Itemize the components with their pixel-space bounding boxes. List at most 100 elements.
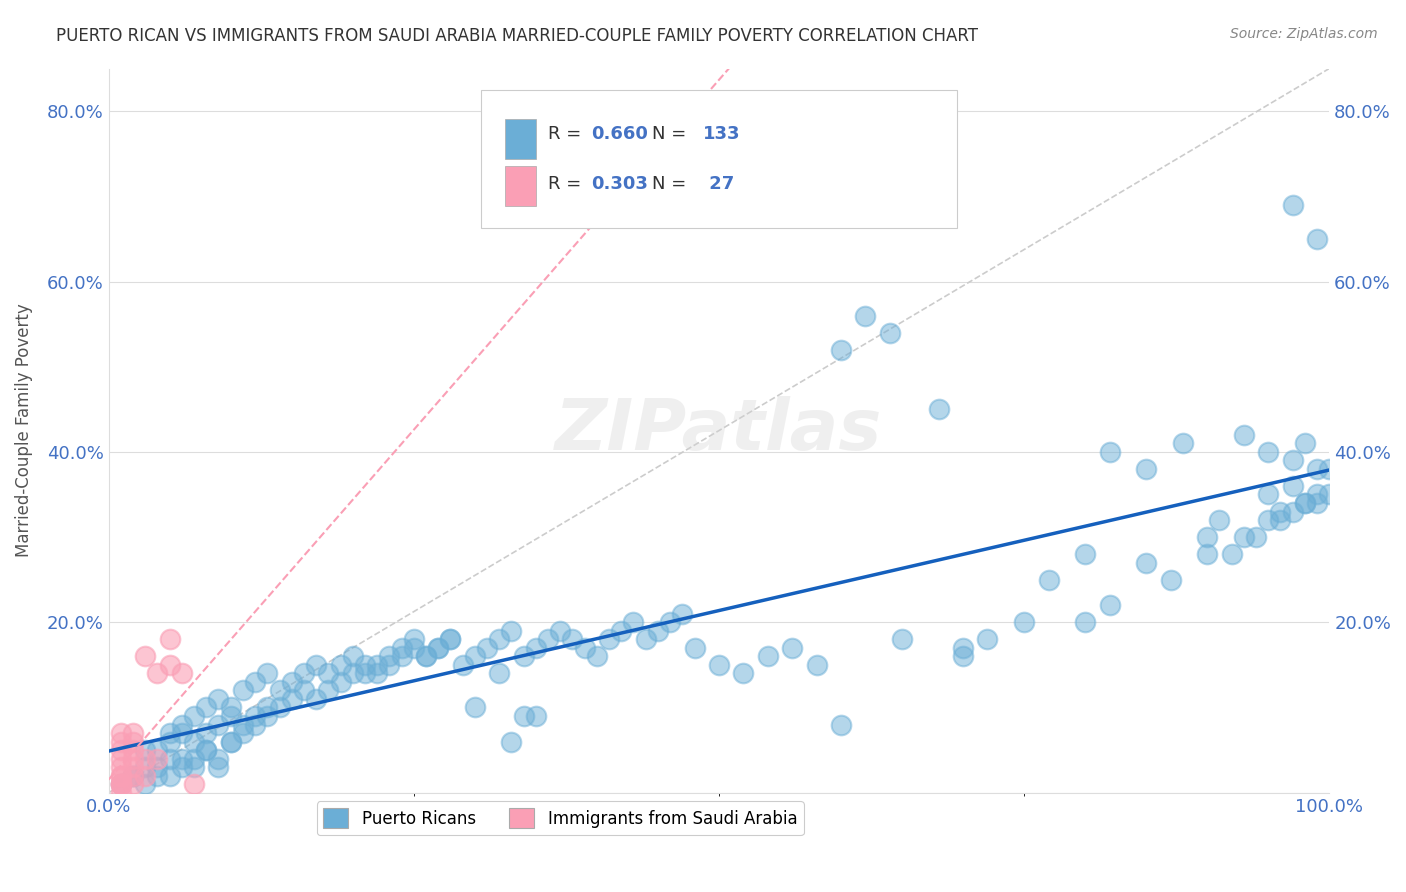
Point bbox=[159, 769, 181, 783]
Point bbox=[159, 632, 181, 647]
Point bbox=[1281, 198, 1303, 212]
Point bbox=[146, 760, 169, 774]
Point bbox=[391, 649, 413, 664]
Point bbox=[1244, 530, 1267, 544]
Point bbox=[110, 769, 132, 783]
Point bbox=[318, 683, 340, 698]
Point bbox=[415, 649, 437, 664]
Point bbox=[122, 769, 145, 783]
Point bbox=[134, 751, 156, 765]
Point bbox=[464, 649, 486, 664]
FancyBboxPatch shape bbox=[481, 90, 957, 227]
Point bbox=[855, 309, 877, 323]
Point bbox=[671, 607, 693, 621]
Point bbox=[733, 666, 755, 681]
Point bbox=[256, 709, 278, 723]
Point bbox=[195, 700, 218, 714]
Point bbox=[122, 726, 145, 740]
Point bbox=[451, 657, 474, 672]
Point bbox=[475, 640, 498, 655]
Point bbox=[219, 734, 242, 748]
Point bbox=[110, 769, 132, 783]
Text: N =: N = bbox=[652, 176, 692, 194]
Point bbox=[1281, 504, 1303, 518]
Point bbox=[391, 640, 413, 655]
Point bbox=[891, 632, 914, 647]
Point bbox=[512, 709, 534, 723]
Point bbox=[292, 666, 315, 681]
Point bbox=[110, 777, 132, 791]
Point bbox=[232, 726, 254, 740]
Point bbox=[634, 632, 657, 647]
Point bbox=[1012, 615, 1035, 630]
Point bbox=[1135, 556, 1157, 570]
Point bbox=[1098, 445, 1121, 459]
Point bbox=[1306, 232, 1329, 246]
Point bbox=[305, 657, 328, 672]
Point bbox=[1317, 487, 1340, 501]
Point bbox=[243, 674, 266, 689]
Point bbox=[134, 769, 156, 783]
Point bbox=[110, 777, 132, 791]
Point bbox=[928, 402, 950, 417]
Point bbox=[183, 777, 205, 791]
Point bbox=[134, 760, 156, 774]
Point bbox=[146, 743, 169, 757]
Point bbox=[122, 743, 145, 757]
Point bbox=[1306, 487, 1329, 501]
Text: Source: ZipAtlas.com: Source: ZipAtlas.com bbox=[1230, 27, 1378, 41]
Point bbox=[780, 640, 803, 655]
Point bbox=[378, 649, 401, 664]
Point bbox=[195, 743, 218, 757]
Point bbox=[110, 726, 132, 740]
Point bbox=[110, 760, 132, 774]
Point bbox=[219, 734, 242, 748]
Point bbox=[1208, 513, 1230, 527]
Point bbox=[207, 692, 229, 706]
Point bbox=[683, 640, 706, 655]
Point bbox=[512, 649, 534, 664]
Point bbox=[586, 649, 609, 664]
Point bbox=[378, 657, 401, 672]
Point bbox=[292, 683, 315, 698]
Point bbox=[195, 726, 218, 740]
Point bbox=[1098, 599, 1121, 613]
Point bbox=[464, 700, 486, 714]
Point bbox=[318, 666, 340, 681]
Point bbox=[574, 640, 596, 655]
Point bbox=[146, 751, 169, 765]
Point bbox=[548, 624, 571, 638]
Text: R =: R = bbox=[548, 176, 588, 194]
Point bbox=[1281, 479, 1303, 493]
Point bbox=[159, 657, 181, 672]
Point bbox=[183, 751, 205, 765]
Point bbox=[1281, 453, 1303, 467]
Point bbox=[830, 343, 852, 357]
Point bbox=[207, 760, 229, 774]
Point bbox=[354, 657, 377, 672]
Point bbox=[170, 666, 193, 681]
Point bbox=[232, 717, 254, 731]
Point bbox=[122, 734, 145, 748]
Point bbox=[1294, 496, 1316, 510]
Point bbox=[110, 734, 132, 748]
Point bbox=[537, 632, 560, 647]
Point bbox=[952, 649, 974, 664]
Point bbox=[1220, 547, 1243, 561]
Point bbox=[598, 632, 620, 647]
Point bbox=[1074, 615, 1097, 630]
Point bbox=[243, 717, 266, 731]
Text: 27: 27 bbox=[703, 176, 734, 194]
Point bbox=[134, 743, 156, 757]
Point bbox=[122, 769, 145, 783]
Point bbox=[1197, 547, 1219, 561]
Point bbox=[830, 717, 852, 731]
Point bbox=[207, 751, 229, 765]
Point bbox=[1306, 496, 1329, 510]
Point bbox=[329, 674, 352, 689]
Point bbox=[243, 709, 266, 723]
Point bbox=[707, 657, 730, 672]
Point bbox=[342, 666, 364, 681]
Point bbox=[159, 751, 181, 765]
Point bbox=[366, 657, 388, 672]
